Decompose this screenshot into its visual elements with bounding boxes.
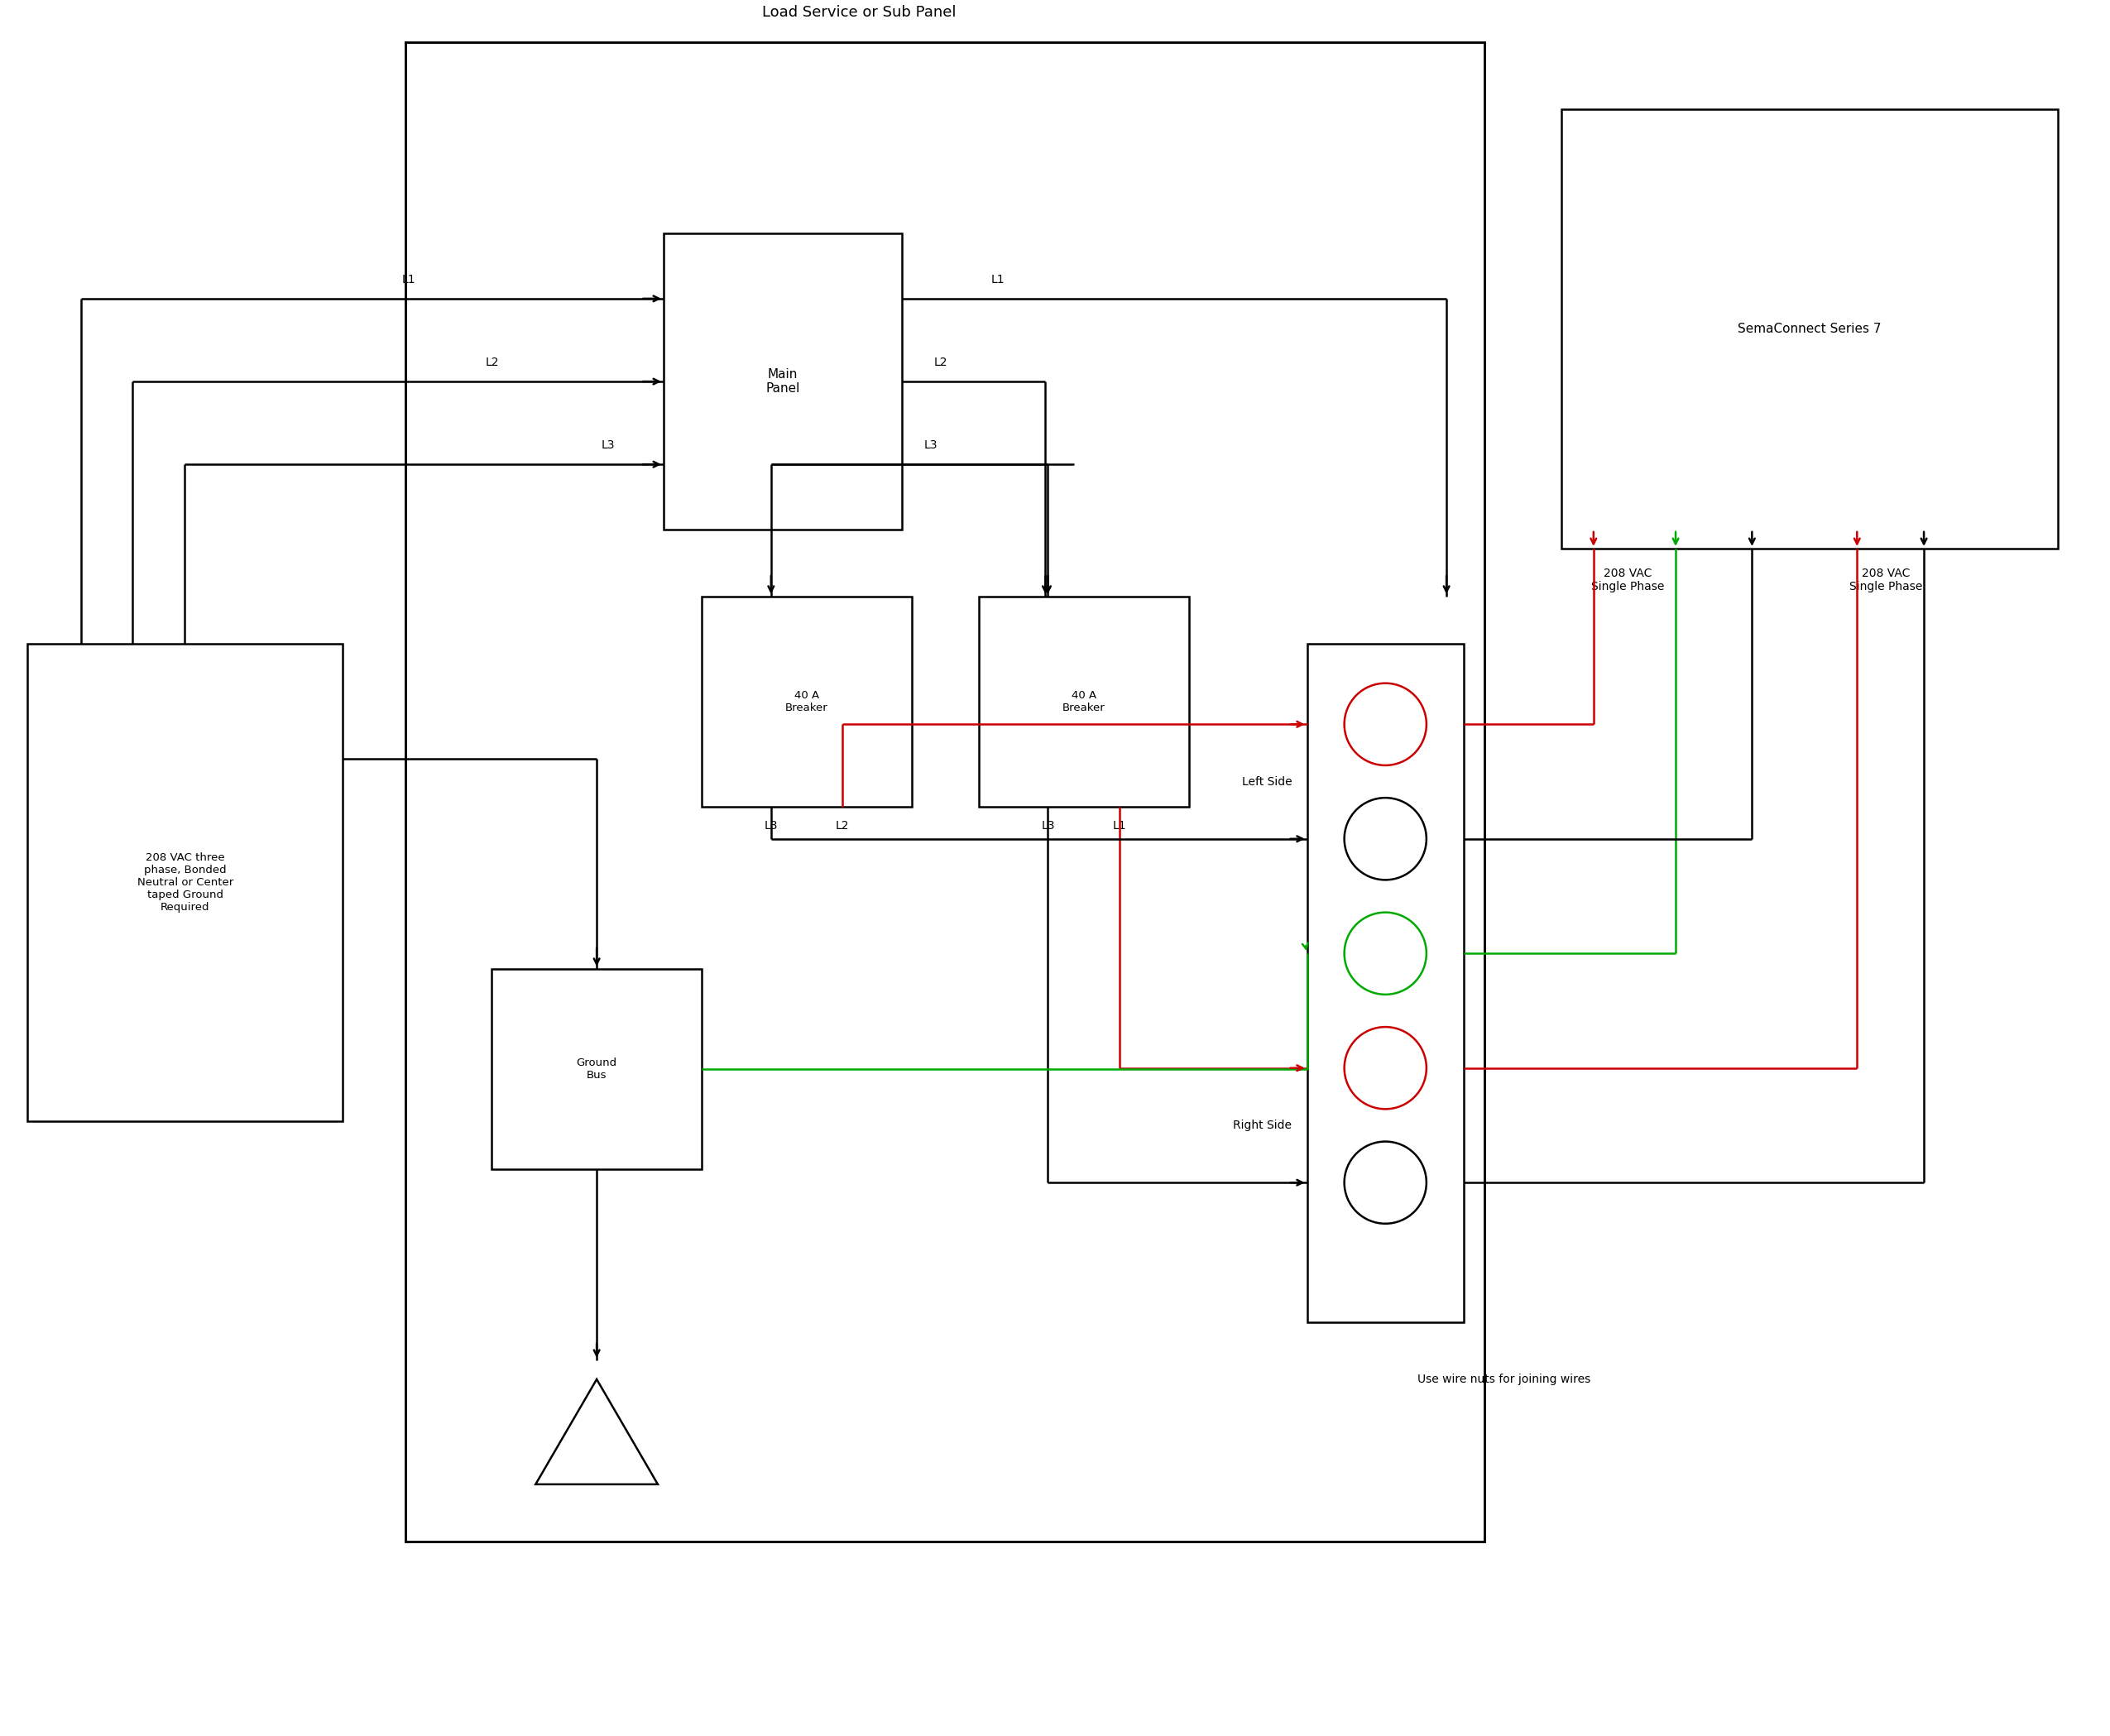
Bar: [492, 969, 703, 1170]
Bar: [979, 597, 1188, 807]
Text: Load Service or Sub Panel: Load Service or Sub Panel: [762, 5, 956, 19]
Text: Main
Panel: Main Panel: [766, 368, 800, 394]
Text: L1: L1: [1112, 819, 1127, 832]
Text: L3: L3: [764, 819, 779, 832]
Text: L1: L1: [403, 274, 416, 285]
Circle shape: [1344, 799, 1426, 880]
Bar: [405, 42, 1485, 1542]
Text: L1: L1: [992, 274, 1004, 285]
Bar: [663, 234, 903, 529]
Text: 208 VAC
Single Phase: 208 VAC Single Phase: [1591, 568, 1665, 592]
Text: Ground
Bus: Ground Bus: [576, 1057, 616, 1080]
Circle shape: [1344, 913, 1426, 995]
Text: SemaConnect Series 7: SemaConnect Series 7: [1737, 323, 1882, 335]
Text: L3: L3: [924, 439, 937, 451]
Text: L3: L3: [1040, 819, 1055, 832]
Text: L2: L2: [485, 356, 500, 368]
Text: 208 VAC
Single Phase: 208 VAC Single Phase: [1848, 568, 1922, 592]
Circle shape: [1344, 1142, 1426, 1224]
Polygon shape: [536, 1380, 658, 1484]
Text: Left Side: Left Side: [1241, 776, 1291, 788]
Text: L2: L2: [836, 819, 850, 832]
Text: 40 A
Breaker: 40 A Breaker: [1061, 689, 1106, 713]
Text: Use wire nuts for joining wires: Use wire nuts for joining wires: [1418, 1373, 1591, 1385]
Text: 208 VAC three
phase, Bonded
Neutral or Center
taped Ground
Required: 208 VAC three phase, Bonded Neutral or C…: [137, 852, 234, 913]
Text: L2: L2: [933, 356, 947, 368]
Text: L3: L3: [601, 439, 616, 451]
Text: 40 A
Breaker: 40 A Breaker: [785, 689, 827, 713]
Circle shape: [1344, 1028, 1426, 1109]
Bar: [1306, 644, 1464, 1323]
Text: Right Side: Right Side: [1232, 1120, 1291, 1132]
Bar: [703, 597, 912, 807]
Bar: [27, 644, 342, 1121]
Bar: [1561, 109, 2057, 549]
Circle shape: [1344, 684, 1426, 766]
